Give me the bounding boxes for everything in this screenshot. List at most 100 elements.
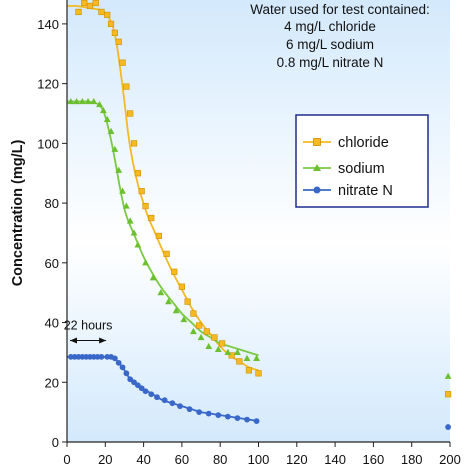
duration-arrow-head-left: [70, 337, 77, 344]
point-chloride-5: [104, 11, 111, 19]
point-sodium-24: [205, 342, 213, 350]
x-tick-label-180: 180: [401, 452, 423, 467]
point-chloride-1: [81, 0, 88, 7]
point-sodium-30: [444, 372, 452, 379]
point-nitrate-13: [119, 364, 126, 371]
x-tick-label-140: 140: [324, 452, 346, 467]
legend: chloride sodium nitrate N: [295, 114, 429, 208]
point-sodium-18: [157, 289, 165, 296]
point-nitrate-33: [445, 424, 451, 430]
point-chloride-17: [155, 232, 163, 240]
point-sodium-9: [111, 145, 119, 152]
point-nitrate-27: [205, 410, 212, 417]
point-chloride-23: [196, 322, 203, 329]
point-nitrate-22: [161, 397, 168, 404]
point-chloride-8: [115, 38, 122, 45]
axis-ticks: 0 20 40 60 80 100 120 140 160 180 200 0 20 40 60 80 100 1…: [37, 17, 461, 467]
y-tick-label-80: 80: [45, 196, 59, 211]
point-chloride-22: [190, 310, 197, 317]
point-chloride-27: [228, 352, 235, 359]
test-water-note: Water used for test contained: 4 mg/L ch…: [250, 2, 430, 70]
point-chloride-25: [211, 334, 218, 341]
point-chloride-31: [444, 391, 452, 398]
y-tick-label-140: 140: [37, 17, 59, 32]
point-nitrate-19: [142, 388, 149, 395]
point-nitrate-20: [148, 391, 155, 398]
point-chloride-11: [127, 110, 134, 117]
x-tick-label-100: 100: [248, 452, 270, 467]
legend-label-nitrate: nitrate N: [338, 183, 393, 199]
x-tick-label-160: 160: [363, 452, 385, 467]
x-tick-label-40: 40: [136, 452, 150, 467]
point-sodium-7: [103, 115, 111, 123]
y-tick-label-40: 40: [45, 316, 59, 331]
point-sodium-20: [172, 306, 180, 314]
point-chloride-15: [142, 202, 149, 210]
note-line-1: Water used for test contained:: [250, 2, 430, 17]
legend-marker-chloride: [313, 138, 321, 146]
point-sodium-29: [253, 354, 260, 361]
point-sodium-22: [189, 327, 197, 335]
point-chloride-21: [184, 298, 191, 305]
legend-marker-nitrate: [313, 186, 321, 194]
point-chloride-3: [92, 0, 99, 7]
legend-item-chloride: chloride: [303, 135, 389, 151]
x-tick-label-120: 120: [286, 452, 308, 467]
point-chloride-4: [98, 8, 105, 16]
point-sodium-11: [119, 187, 126, 194]
point-sodium-13: [126, 217, 134, 224]
point-chloride-30: [255, 370, 262, 377]
note-line-3: 6 mg/L sodium: [286, 37, 374, 52]
point-sodium-27: [234, 348, 241, 356]
point-sodium-17: [149, 274, 157, 281]
point-sodium-26: [224, 348, 232, 356]
point-sodium-23: [197, 333, 205, 341]
y-tick-label-0: 0: [52, 435, 59, 450]
duration-annotation: 22 hours: [64, 318, 113, 344]
point-sodium-6: [99, 106, 107, 114]
x-tick-label-20: 20: [98, 452, 112, 467]
duration-label: 22 hours: [64, 318, 113, 332]
duration-arrow-head-right: [99, 337, 107, 344]
point-chloride-2: [86, 2, 94, 10]
point-chloride-19: [171, 268, 178, 275]
point-sodium-3: [84, 97, 92, 105]
point-nitrate-23: [169, 400, 176, 407]
point-chloride-26: [219, 340, 226, 347]
point-nitrate-26: [196, 409, 203, 416]
point-chloride-29: [245, 367, 253, 374]
point-chloride-16: [148, 214, 155, 222]
point-chloride-12: [130, 140, 138, 147]
x-tick-label-0: 0: [63, 452, 70, 467]
point-chloride-7: [111, 29, 118, 36]
note-line-2: 4 mg/L chloride: [284, 19, 376, 34]
point-sodium-8: [107, 127, 115, 135]
point-nitrate-25: [186, 406, 193, 413]
point-nitrate-28: [215, 412, 222, 419]
point-sodium-0: [67, 97, 75, 105]
point-sodium-21: [180, 315, 188, 323]
x-tick-label-200: 200: [439, 452, 461, 467]
note-line-4: 0.8 mg/L nitrate N: [277, 55, 384, 70]
point-sodium-12: [122, 202, 130, 209]
y-tick-label-60: 60: [45, 256, 59, 271]
point-sodium-15: [134, 241, 142, 248]
point-chloride-0: [75, 8, 82, 16]
legend-label-sodium: sodium: [338, 161, 385, 177]
data-markers: [67, 0, 452, 430]
point-sodium-1: [73, 97, 80, 105]
point-chloride-13: [134, 170, 141, 177]
y-tick-label-100: 100: [37, 136, 59, 151]
point-nitrate-11: [111, 355, 118, 362]
point-chloride-18: [163, 250, 170, 257]
point-chloride-6: [107, 20, 115, 27]
point-nitrate-30: [234, 415, 241, 422]
legend-item-nitrate: nitrate N: [303, 183, 393, 199]
point-sodium-28: [243, 354, 251, 361]
legend-label-chloride: chloride: [338, 135, 389, 151]
y-tick-label-120: 120: [37, 77, 59, 92]
legend-marker-sodium: [313, 164, 321, 171]
point-sodium-19: [165, 298, 172, 305]
legend-item-sodium: sodium: [303, 161, 385, 177]
